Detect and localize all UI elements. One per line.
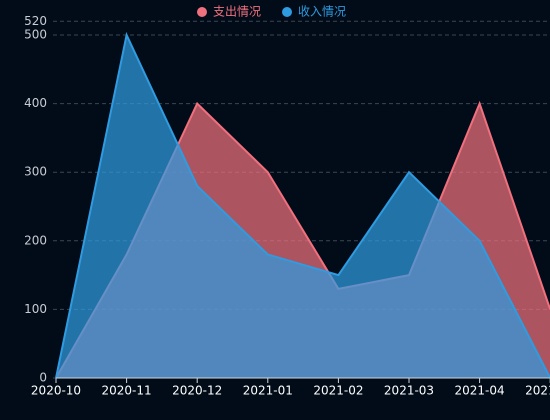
- legend-marker: [197, 7, 207, 17]
- x-tick-label: 2021-04: [455, 384, 505, 398]
- y-tick-label: 200: [24, 233, 47, 247]
- legend-label: 收入情况: [298, 5, 346, 19]
- legend-label: 支出情况: [213, 5, 261, 19]
- line: [55, 31, 550, 379]
- x-tick-label: 2021-05: [525, 384, 550, 398]
- y-tick-label: 500: [24, 28, 47, 42]
- y-tick-label: 400: [24, 96, 47, 110]
- y-tick-label: 300: [24, 165, 47, 179]
- x-tick-label: 2020-10: [31, 384, 81, 398]
- x-tick-label: 2020-11: [102, 384, 152, 398]
- x-tick-label: 2021-03: [384, 384, 434, 398]
- y-tick-label: 100: [24, 302, 47, 316]
- x-tick-label: 2020-12: [172, 384, 222, 398]
- area: [56, 35, 550, 378]
- legend-marker: [282, 7, 292, 17]
- x-tick-label: 2021-02: [313, 384, 363, 398]
- x-tick-label: 2021-01: [243, 384, 293, 398]
- y-tick-label: 520: [24, 14, 47, 28]
- y-tick-label: 0: [39, 371, 47, 385]
